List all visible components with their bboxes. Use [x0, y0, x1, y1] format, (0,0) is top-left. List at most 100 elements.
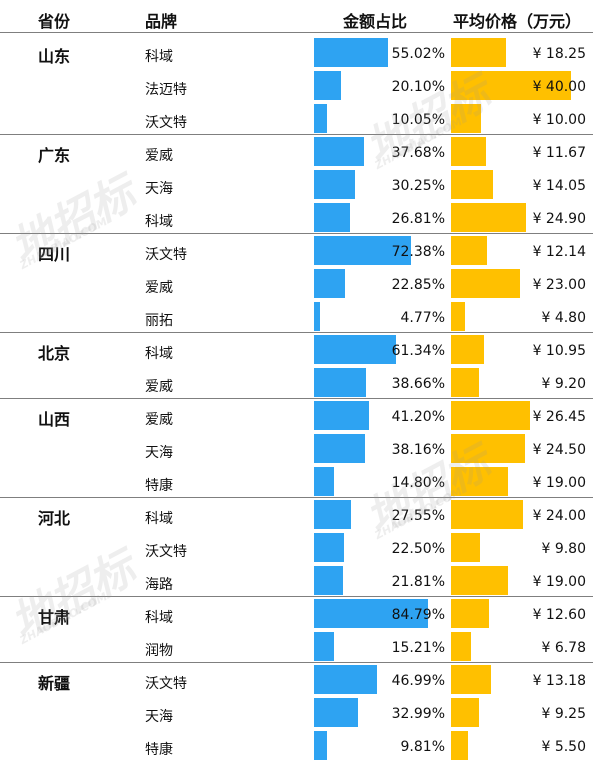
share-bar: [314, 566, 344, 595]
group-separator: [0, 662, 593, 663]
province-label: 新疆: [38, 674, 71, 693]
share-label: 14.80%: [391, 475, 445, 491]
brand-label: 科域: [145, 511, 173, 527]
price-label: ¥ 18.25: [532, 46, 586, 62]
price-bar: [451, 335, 484, 364]
price-bar: [451, 632, 472, 661]
share-label: 22.85%: [391, 277, 445, 293]
price-bar: [451, 401, 531, 430]
watermark-logo: 地招标: [2, 542, 144, 650]
brand-label: 天海: [145, 709, 173, 725]
share-label: 38.16%: [391, 442, 445, 458]
price-bar: [451, 236, 488, 265]
price-label: ¥ 12.60: [532, 607, 586, 623]
share-bar: [314, 731, 328, 760]
price-bar: [451, 203, 526, 232]
price-bar: [451, 137, 486, 166]
share-bar: [314, 38, 388, 67]
share-bar: [314, 698, 359, 727]
brand-label: 特康: [145, 478, 173, 494]
price-label: ¥ 23.00: [532, 277, 586, 293]
province-label: 河北: [38, 509, 71, 528]
header-separator: [0, 32, 593, 33]
share-bar: [314, 599, 428, 628]
share-bar: [314, 467, 334, 496]
group-separator: [0, 332, 593, 333]
share-label: 30.25%: [391, 178, 445, 194]
share-bar: [314, 368, 366, 397]
price-label: ¥ 4.80: [541, 310, 586, 326]
share-bar: [314, 632, 335, 661]
price-label: ¥ 10.00: [532, 112, 586, 128]
share-label: 27.55%: [391, 508, 445, 524]
share-label: 10.05%: [391, 112, 445, 128]
price-label: ¥ 11.67: [532, 145, 586, 161]
brand-label: 科域: [145, 49, 173, 65]
share-bar: [314, 104, 328, 133]
brand-label: 沃文特: [145, 247, 187, 263]
share-label: 20.10%: [391, 79, 445, 95]
share-label: 37.68%: [391, 145, 445, 161]
price-label: ¥ 14.05: [532, 178, 586, 194]
brand-label: 爱威: [145, 280, 173, 296]
share-label: 15.21%: [391, 640, 445, 656]
brand-label: 海路: [145, 577, 173, 593]
watermark-logo: 地招标: [2, 167, 144, 275]
price-label: ¥ 6.78: [541, 640, 586, 656]
share-label: 4.77%: [400, 310, 445, 326]
brand-label: 科域: [145, 214, 173, 230]
brand-label: 爱威: [145, 379, 173, 395]
price-label: ¥ 9.20: [541, 376, 586, 392]
share-label: 72.38%: [391, 244, 445, 260]
price-label: ¥ 24.50: [532, 442, 586, 458]
share-bar: [314, 434, 366, 463]
price-bar: [451, 698, 479, 727]
price-bar: [451, 731, 468, 760]
brand-label: 润物: [145, 643, 173, 659]
header-share: 金额占比: [343, 12, 408, 31]
share-bar: [314, 137, 365, 166]
share-bar: [314, 170, 355, 199]
price-bar: [451, 104, 481, 133]
share-label: 32.99%: [391, 706, 445, 722]
price-label: ¥ 24.90: [532, 211, 586, 227]
share-label: 9.81%: [400, 739, 445, 755]
price-label: ¥ 24.00: [532, 508, 586, 524]
share-label: 38.66%: [391, 376, 445, 392]
price-bar: [451, 302, 466, 331]
price-label: ¥ 40.00: [532, 79, 586, 95]
share-label: 61.34%: [391, 343, 445, 359]
share-bar: [314, 500, 351, 529]
price-bar: [451, 38, 506, 67]
price-bar: [451, 566, 508, 595]
share-bar: [314, 335, 397, 364]
price-label: ¥ 9.80: [541, 541, 586, 557]
brand-label: 沃文特: [145, 115, 187, 131]
price-label: ¥ 5.50: [541, 739, 586, 755]
province-label: 四川: [38, 245, 71, 264]
province-label: 甘肃: [38, 608, 71, 627]
share-label: 46.99%: [391, 673, 445, 689]
price-label: ¥ 26.45: [532, 409, 586, 425]
share-bar: [314, 71, 341, 100]
share-label: 21.81%: [391, 574, 445, 590]
brand-label: 特康: [145, 742, 173, 758]
price-bar: [451, 434, 525, 463]
price-label: ¥ 9.25: [541, 706, 586, 722]
price-bar: [451, 170, 494, 199]
price-bar: [451, 500, 523, 529]
province-label: 山西: [38, 410, 71, 429]
share-bar: [314, 236, 411, 265]
group-separator: [0, 134, 593, 135]
share-label: 41.20%: [391, 409, 445, 425]
share-bar: [314, 665, 377, 694]
share-label: 55.02%: [391, 46, 445, 62]
group-separator: [0, 398, 593, 399]
group-separator: [0, 596, 593, 597]
price-label: ¥ 12.14: [532, 244, 586, 260]
group-separator: [0, 233, 593, 234]
price-label: ¥ 19.00: [532, 475, 586, 491]
brand-label: 爱威: [145, 412, 173, 428]
province-label: 山东: [38, 47, 71, 66]
share-bar: [314, 533, 345, 562]
